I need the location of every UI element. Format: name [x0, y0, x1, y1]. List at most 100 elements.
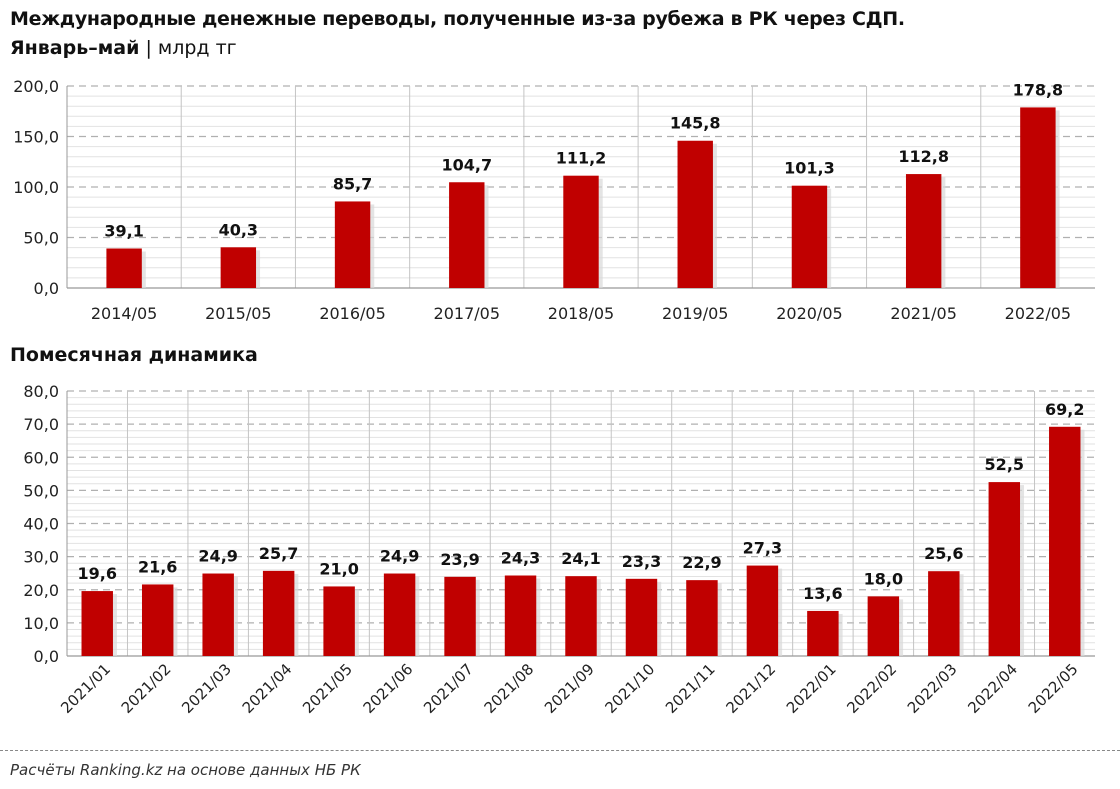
- bar: [141, 584, 174, 656]
- data-label: 52,5: [985, 455, 1024, 474]
- x-tick-label: 2022/02: [843, 660, 900, 717]
- bar: [746, 565, 779, 656]
- chart-title: Международные денежные переводы, получен…: [10, 8, 905, 30]
- bar: [565, 576, 597, 656]
- bar: [449, 182, 485, 288]
- x-tick-label: 2018/05: [548, 304, 614, 323]
- data-label: 22,9: [682, 553, 721, 572]
- data-label: 21,6: [138, 557, 177, 576]
- y-tick-label: 100,0: [13, 178, 59, 197]
- x-tick-label: 2021/09: [541, 660, 598, 717]
- x-tick-label: 2021/05: [299, 660, 356, 717]
- bar: [444, 576, 476, 656]
- bar: [323, 586, 355, 656]
- bar: [686, 580, 718, 656]
- data-label: 23,9: [440, 550, 479, 569]
- data-label: 24,3: [501, 549, 540, 568]
- bar: [81, 591, 113, 656]
- data-label: 18,0: [864, 569, 903, 588]
- data-label: 19,6: [77, 564, 116, 583]
- subtitle-unit: млрд тг: [157, 37, 237, 59]
- bar: [625, 578, 658, 656]
- bar: [988, 482, 1021, 656]
- x-tick-label: 2014/05: [91, 304, 157, 323]
- x-tick-label: 2021/06: [360, 660, 417, 717]
- y-tick-label: 70,0: [23, 415, 59, 434]
- x-tick-label: 2016/05: [319, 304, 385, 323]
- bar: [791, 185, 828, 288]
- y-tick-label: 40,0: [23, 515, 59, 534]
- data-label: 25,7: [259, 544, 298, 563]
- subtitle-period: Январь–май: [10, 37, 140, 59]
- x-tick-label: 2021/08: [481, 660, 538, 717]
- y-tick-label: 60,0: [23, 448, 59, 467]
- x-tick-label: 2021/05: [890, 304, 956, 323]
- y-tick-label: 0,0: [34, 647, 59, 666]
- x-tick-label: 2021/11: [662, 660, 719, 717]
- bar: [867, 596, 900, 656]
- footnote-divider: [0, 750, 1120, 751]
- x-tick-label: 2021/12: [722, 660, 779, 717]
- y-tick-label: 30,0: [23, 548, 59, 567]
- x-tick-label: 2021/04: [239, 660, 296, 717]
- bar: [106, 248, 142, 288]
- bar: [1020, 107, 1056, 288]
- data-label: 24,9: [198, 547, 237, 566]
- bar: [262, 570, 295, 656]
- data-label: 112,8: [898, 147, 949, 166]
- y-tick-label: 150,0: [13, 128, 59, 147]
- data-label: 39,1: [104, 222, 143, 241]
- x-tick-label: 2022/01: [783, 660, 840, 717]
- data-label: 104,7: [441, 155, 492, 174]
- data-label: 40,3: [219, 220, 258, 239]
- data-label: 85,7: [333, 174, 372, 193]
- data-label: 178,8: [1013, 80, 1064, 99]
- footnote: Расчёты Ranking.kz на основе данных НБ Р…: [10, 761, 361, 779]
- x-tick-label: 2021/02: [118, 660, 175, 717]
- data-label: 24,1: [561, 549, 600, 568]
- bar: [504, 575, 537, 656]
- x-tick-label: 2021/10: [601, 660, 658, 717]
- bar: [1049, 426, 1081, 656]
- data-label: 25,6: [924, 544, 963, 563]
- bar: [677, 140, 713, 288]
- bar: [807, 610, 839, 656]
- y-tick-label: 80,0: [23, 382, 59, 401]
- bar: [334, 201, 371, 288]
- bar: [905, 174, 942, 288]
- bar: [202, 573, 234, 656]
- x-tick-label: 2019/05: [662, 304, 728, 323]
- x-tick-label: 2021/01: [57, 660, 114, 717]
- data-label: 24,9: [380, 547, 419, 566]
- data-label: 101,3: [784, 159, 835, 178]
- bar: [383, 573, 416, 656]
- y-tick-label: 50,0: [23, 481, 59, 500]
- data-label: 21,0: [319, 559, 358, 578]
- x-tick-label: 2022/04: [964, 660, 1021, 717]
- data-label: 69,2: [1045, 400, 1084, 419]
- x-tick-label: 2022/05: [1005, 304, 1071, 323]
- x-tick-label: 2022/05: [1025, 660, 1082, 717]
- x-tick-label: 2020/05: [776, 304, 842, 323]
- data-label: 27,3: [743, 539, 782, 558]
- bar: [220, 247, 257, 288]
- subtitle-separator: |: [145, 37, 152, 59]
- data-label: 23,3: [622, 552, 661, 571]
- data-label: 145,8: [670, 114, 721, 133]
- data-label: 13,6: [803, 584, 842, 603]
- x-tick-label: 2021/07: [420, 660, 477, 717]
- bar: [928, 571, 960, 656]
- chart-subtitle: Январь–май | млрд тг: [10, 37, 237, 59]
- y-tick-label: 0,0: [34, 279, 59, 298]
- bar: [563, 175, 599, 288]
- y-tick-label: 10,0: [23, 614, 59, 633]
- x-tick-label: 2021/03: [178, 660, 235, 717]
- x-tick-label: 2017/05: [434, 304, 500, 323]
- y-tick-label: 50,0: [23, 229, 59, 248]
- data-label: 111,2: [556, 149, 607, 168]
- y-tick-label: 200,0: [13, 77, 59, 96]
- y-tick-label: 20,0: [23, 581, 59, 600]
- x-tick-label: 2022/03: [904, 660, 961, 717]
- x-tick-label: 2015/05: [205, 304, 271, 323]
